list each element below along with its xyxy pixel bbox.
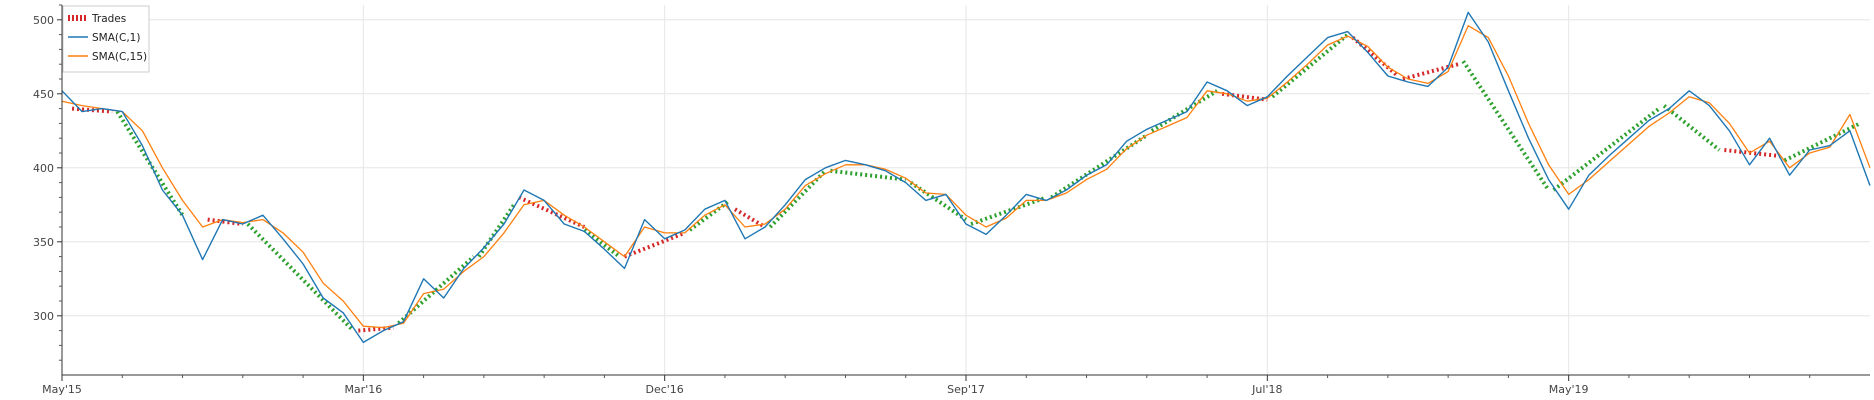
x-tick-label: Dec'16 <box>646 383 684 396</box>
legend-label: SMA(C,15) <box>92 51 147 63</box>
x-tick-label: May'15 <box>42 383 82 396</box>
axes: 300 350 400 450 500 May'15 Mar'16 Dec'16 Sep'17 J… <box>33 4 1870 396</box>
legend: Trades SMA(C,1) SMA(C,15) <box>62 5 150 73</box>
x-tick-label: Sep'17 <box>947 383 985 396</box>
winning-trade <box>1783 121 1861 163</box>
losing-trade <box>358 325 394 333</box>
winning-trade <box>1050 133 1148 200</box>
winning-trade <box>583 228 621 259</box>
y-tick-label: 400 <box>33 162 54 175</box>
series-line-sma-c-15 <box>61 25 1871 329</box>
losing-trade <box>1724 148 1780 158</box>
winning-trade <box>477 203 516 258</box>
losing-trade <box>733 207 767 229</box>
losing-trade <box>207 217 244 227</box>
winning-trade <box>1552 107 1661 192</box>
legend-label: SMA(C,1) <box>92 32 140 44</box>
x-tick-label: Mar'16 <box>344 383 382 396</box>
legend-label: Trades <box>91 13 126 25</box>
y-tick-label: 300 <box>33 310 54 323</box>
winning-trade <box>1461 60 1551 192</box>
winning-trade <box>768 169 827 229</box>
winning-trade <box>1271 33 1349 99</box>
series-layer <box>61 11 1871 344</box>
winning-trade <box>1662 104 1721 152</box>
losing-trade <box>518 195 586 229</box>
y-tick-label: 500 <box>33 14 54 27</box>
grid <box>62 5 1870 375</box>
y-tick-label: 350 <box>33 236 54 249</box>
x-tick-label: Jul'18 <box>1251 383 1282 396</box>
series-line-sma-c-1 <box>61 11 1871 344</box>
x-tick-label: May'19 <box>1549 383 1589 396</box>
y-tick-label: 450 <box>33 88 54 101</box>
losing-trade <box>623 231 686 259</box>
winning-trade <box>970 195 1048 226</box>
